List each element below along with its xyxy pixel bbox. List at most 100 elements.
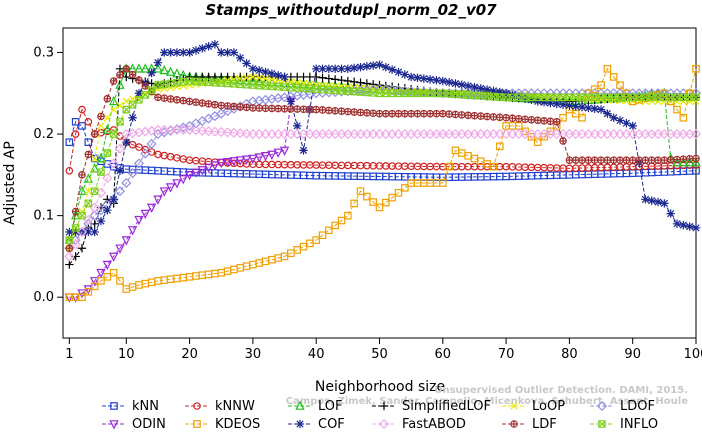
data-point <box>90 282 99 291</box>
x-tick-label: 40 <box>308 347 325 362</box>
data-point <box>691 157 701 167</box>
x-tick-label: 30 <box>245 347 262 362</box>
legend-label: kNN <box>132 399 159 414</box>
data-point <box>495 87 504 97</box>
data-point <box>65 138 74 147</box>
data-point <box>78 105 86 114</box>
data-point <box>267 150 277 160</box>
data-point <box>616 81 624 89</box>
y-axis: 0.0 0.1 0.2 0.3 <box>33 45 63 305</box>
data-point <box>191 168 201 178</box>
data-point <box>318 64 327 73</box>
data-point <box>65 244 74 252</box>
data-point <box>184 171 195 181</box>
data-point <box>324 64 334 73</box>
x-tick-label: 100 <box>684 347 702 362</box>
watermark-line-2: Campos, Zimek, Sander, Campello, Micenko… <box>286 396 688 407</box>
data-point <box>552 118 561 126</box>
data-point <box>439 109 447 118</box>
data-point <box>293 121 302 131</box>
data-point <box>679 155 688 163</box>
data-point <box>96 268 106 279</box>
data-point <box>318 73 327 82</box>
data-point <box>356 62 365 72</box>
data-point <box>96 216 106 226</box>
data-point <box>160 80 169 89</box>
data-point <box>375 60 384 69</box>
data-point <box>261 74 270 83</box>
data-point <box>362 62 372 71</box>
data-point <box>344 107 352 116</box>
data-point <box>108 158 119 169</box>
data-point <box>325 106 333 115</box>
data-point <box>571 156 580 164</box>
data-point <box>584 103 593 113</box>
data-point <box>312 72 321 82</box>
data-point <box>603 64 612 73</box>
x-tick-label: 80 <box>561 347 578 362</box>
data-point <box>660 89 669 98</box>
data-point <box>236 103 245 111</box>
data-point <box>679 220 688 230</box>
data-point <box>217 48 226 57</box>
data-point <box>84 287 93 296</box>
data-point <box>540 117 548 125</box>
data-point <box>692 93 700 102</box>
data-point <box>609 113 618 122</box>
data-point <box>363 192 371 201</box>
data-point <box>690 129 702 140</box>
data-point <box>463 81 473 91</box>
data-point <box>172 179 182 189</box>
data-point <box>84 187 92 195</box>
data-point <box>660 199 669 208</box>
data-point <box>692 64 700 73</box>
legend-marker <box>109 420 119 430</box>
legend-item-knnw: kNNW <box>185 399 255 414</box>
data-point <box>401 109 409 118</box>
data-point <box>647 196 656 205</box>
data-point <box>571 102 580 111</box>
data-point <box>356 108 365 117</box>
data-point <box>387 84 398 96</box>
legend-label: COF <box>318 417 345 432</box>
data-point <box>71 130 80 138</box>
data-point <box>147 68 156 78</box>
data-point <box>489 113 498 121</box>
data-point <box>344 211 352 220</box>
watermark-line-1: Unsupervised Outlier Detection. DAMI, 20… <box>434 385 688 396</box>
data-point <box>578 156 586 164</box>
data-point <box>128 70 137 79</box>
data-point <box>84 118 93 126</box>
data-point <box>147 86 156 94</box>
data-point <box>616 156 624 164</box>
data-point <box>191 46 201 55</box>
data-point <box>578 113 586 122</box>
data-point <box>394 109 403 118</box>
data-point <box>394 188 403 197</box>
data-point <box>388 193 396 202</box>
legend-label: KDEOS <box>215 417 260 432</box>
data-point <box>438 76 447 86</box>
data-point <box>268 75 276 84</box>
data-point <box>679 113 688 122</box>
data-point <box>400 70 410 79</box>
data-point <box>229 157 239 167</box>
data-point <box>192 98 200 106</box>
data-point <box>267 69 277 78</box>
x-tick-label: 1 <box>65 347 73 362</box>
data-point <box>287 105 295 113</box>
data-point <box>375 203 384 212</box>
data-point <box>382 109 390 118</box>
data-point <box>331 107 339 115</box>
series-knn <box>65 118 700 182</box>
data-point <box>615 116 625 125</box>
y-tick-label: 0.2 <box>33 127 54 142</box>
legend-item-knn: kNN <box>102 399 159 414</box>
data-point <box>103 114 111 122</box>
data-point <box>280 105 289 113</box>
data-point <box>375 109 384 118</box>
data-point <box>590 104 599 113</box>
data-point <box>209 126 220 137</box>
data-point <box>116 101 124 110</box>
data-point <box>140 148 151 159</box>
